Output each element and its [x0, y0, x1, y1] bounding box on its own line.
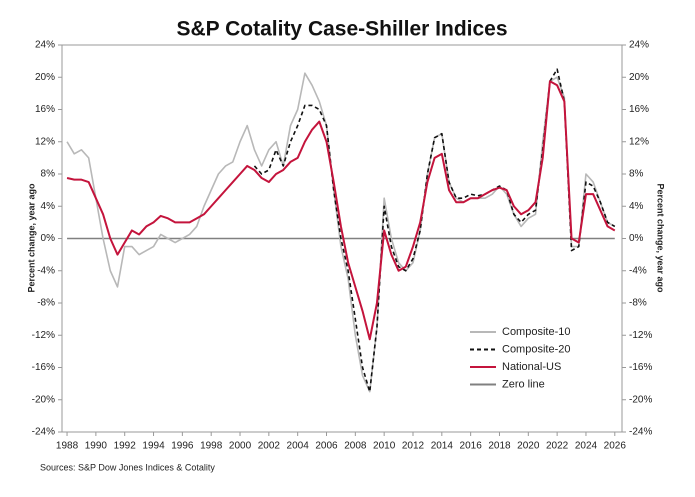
x-tick-label: 2014 — [431, 441, 454, 452]
x-tick-label: 2020 — [517, 441, 540, 452]
x-tick-label: 2022 — [546, 441, 569, 452]
x-tick-label: 1988 — [56, 441, 79, 452]
y2-tick-label: 8% — [629, 169, 644, 180]
y-tick-label: 8% — [41, 169, 56, 180]
y2-tick-label: 20% — [629, 72, 649, 83]
y2-tick-label: -24% — [629, 427, 652, 438]
x-tick-label: 2010 — [373, 441, 396, 452]
y2-tick-label: 0% — [629, 233, 644, 244]
y2-tick-label: 16% — [629, 104, 649, 115]
x-tick-label: 1998 — [200, 441, 223, 452]
x-tick-label: 1990 — [85, 441, 108, 452]
y-tick-label: -16% — [32, 362, 55, 373]
y2-axis-title: Percent change, year ago — [656, 183, 666, 293]
y-tick-label: -8% — [37, 298, 55, 309]
y2-tick-label: -16% — [629, 362, 652, 373]
series-line — [66, 80, 616, 341]
y-tick-label: 16% — [35, 104, 55, 115]
y2-tick-label: 4% — [629, 201, 644, 212]
x-tick-label: 2016 — [460, 441, 483, 452]
series-line — [253, 68, 616, 393]
x-tick-label: 2006 — [315, 441, 338, 452]
series-line — [66, 72, 616, 393]
legend-label: Composite-20 — [502, 343, 570, 355]
chart-title: S&P Cotality Case-Shiller Indices — [176, 18, 507, 41]
x-tick-label: 1992 — [114, 441, 137, 452]
x-tick-label: 2024 — [575, 441, 598, 452]
y-tick-label: 12% — [35, 136, 55, 147]
y-tick-label: 0% — [41, 233, 56, 244]
y2-tick-label: 12% — [629, 136, 649, 147]
y-axis-title: Percent change, year ago — [26, 183, 36, 293]
y-tick-label: -20% — [32, 394, 55, 405]
y-tick-label: 24% — [35, 40, 55, 51]
y-tick-label: 4% — [41, 201, 56, 212]
x-tick-label: 2002 — [258, 441, 281, 452]
legend-label: National-US — [502, 361, 561, 373]
x-tick-label: 2000 — [229, 441, 252, 452]
x-tick-label: 2012 — [402, 441, 425, 452]
x-tick-label: 2018 — [488, 441, 511, 452]
y2-tick-label: -12% — [629, 330, 652, 341]
y-tick-label: -24% — [32, 427, 55, 438]
source-note: Sources: S&P Dow Jones Indices & Cotalit… — [40, 462, 215, 472]
y-tick-label: -12% — [32, 330, 55, 341]
legend-label: Composite-10 — [502, 326, 570, 338]
legend-label: Zero line — [502, 378, 545, 390]
y-tick-label: 20% — [35, 72, 55, 83]
y-tick-label: -4% — [37, 265, 55, 276]
x-tick-label: 1996 — [171, 441, 194, 452]
y2-tick-label: -4% — [629, 265, 647, 276]
y2-tick-label: 24% — [629, 40, 649, 51]
y2-tick-label: -20% — [629, 394, 652, 405]
x-tick-label: 2008 — [344, 441, 367, 452]
x-tick-label: 2026 — [604, 441, 627, 452]
y2-tick-label: -8% — [629, 298, 647, 309]
x-tick-label: 1994 — [142, 441, 165, 452]
x-tick-label: 2004 — [287, 441, 310, 452]
